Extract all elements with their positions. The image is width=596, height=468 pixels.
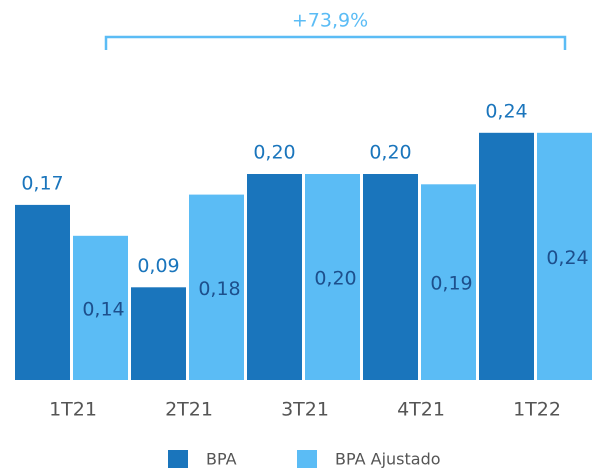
bar xyxy=(537,132,592,380)
legend-swatch xyxy=(297,450,317,468)
bar xyxy=(15,204,70,380)
value-label: 0,20 xyxy=(314,268,356,290)
value-label: 0,09 xyxy=(137,255,179,277)
value-label: 0,18 xyxy=(198,278,240,300)
value-label: 0,24 xyxy=(485,100,527,122)
value-label: 0,19 xyxy=(430,273,472,295)
annotation-bracket xyxy=(104,35,567,50)
x-tick-label: 2T21 xyxy=(165,399,213,421)
bar xyxy=(73,235,128,380)
bar xyxy=(479,132,534,380)
x-tick-label: 3T21 xyxy=(281,399,329,421)
bar xyxy=(247,174,302,380)
value-label: 0,17 xyxy=(21,172,63,194)
x-tick-label: 1T21 xyxy=(49,399,97,421)
bar xyxy=(131,287,186,380)
bar xyxy=(189,194,244,380)
legend-swatch xyxy=(168,450,188,468)
bar xyxy=(363,174,418,380)
value-label: 0,20 xyxy=(369,142,411,164)
annotation: +73,9% xyxy=(292,10,368,32)
x-tick-label: 1T22 xyxy=(513,399,561,421)
x-tick-label: 4T21 xyxy=(397,399,445,421)
legend-label: BPA Ajustado xyxy=(335,450,441,468)
value-label: 0,20 xyxy=(253,142,295,164)
value-label: 0,24 xyxy=(546,247,588,269)
legend-label: BPA xyxy=(206,450,237,468)
value-label: 0,14 xyxy=(82,298,124,320)
bar xyxy=(421,184,476,380)
bar xyxy=(305,174,360,380)
